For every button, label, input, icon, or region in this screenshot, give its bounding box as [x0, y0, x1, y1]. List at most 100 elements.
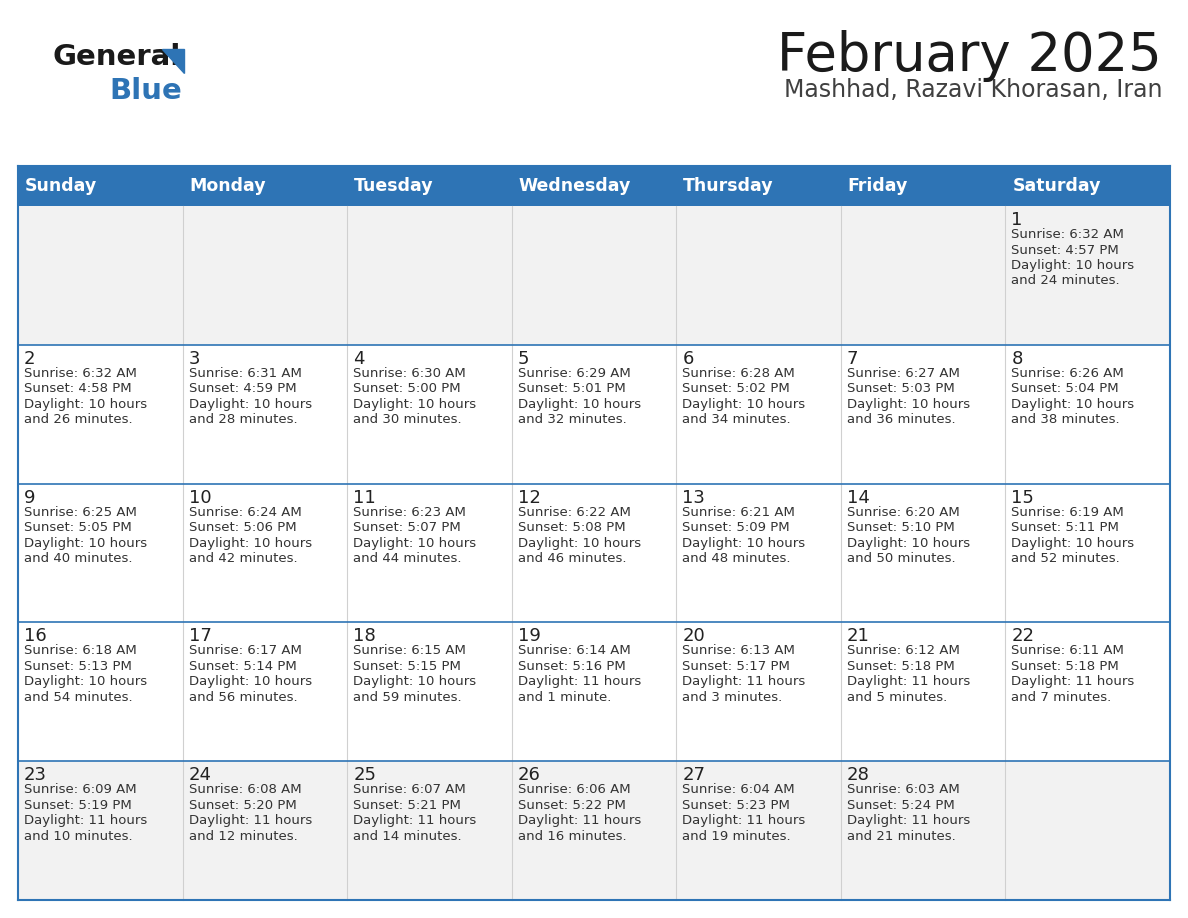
- Text: Daylight: 10 hours: Daylight: 10 hours: [353, 537, 476, 550]
- Text: Sunrise: 6:08 AM: Sunrise: 6:08 AM: [189, 783, 302, 796]
- Text: 14: 14: [847, 488, 870, 507]
- Text: and 21 minutes.: and 21 minutes.: [847, 830, 955, 843]
- Text: Sunrise: 6:25 AM: Sunrise: 6:25 AM: [24, 506, 137, 519]
- Text: and 36 minutes.: and 36 minutes.: [847, 413, 955, 426]
- Text: 16: 16: [24, 627, 46, 645]
- Text: Daylight: 11 hours: Daylight: 11 hours: [518, 676, 642, 688]
- Text: Wednesday: Wednesday: [519, 177, 631, 195]
- Text: Sunrise: 6:11 AM: Sunrise: 6:11 AM: [1011, 644, 1124, 657]
- Text: Sunset: 5:11 PM: Sunset: 5:11 PM: [1011, 521, 1119, 534]
- Text: and 3 minutes.: and 3 minutes.: [682, 691, 783, 704]
- Text: 2: 2: [24, 350, 36, 368]
- Text: Friday: Friday: [848, 177, 909, 195]
- Text: 1: 1: [1011, 211, 1023, 229]
- Text: and 34 minutes.: and 34 minutes.: [682, 413, 791, 426]
- Text: and 12 minutes.: and 12 minutes.: [189, 830, 297, 843]
- Text: and 59 minutes.: and 59 minutes.: [353, 691, 462, 704]
- Text: 26: 26: [518, 767, 541, 784]
- Text: Sunrise: 6:27 AM: Sunrise: 6:27 AM: [847, 367, 960, 380]
- Text: Sunset: 5:22 PM: Sunset: 5:22 PM: [518, 799, 626, 812]
- Text: and 52 minutes.: and 52 minutes.: [1011, 552, 1120, 565]
- Text: Sunrise: 6:13 AM: Sunrise: 6:13 AM: [682, 644, 795, 657]
- Bar: [18, 761, 1170, 900]
- Text: Sunset: 5:01 PM: Sunset: 5:01 PM: [518, 382, 625, 396]
- Text: Sunrise: 6:26 AM: Sunrise: 6:26 AM: [1011, 367, 1124, 380]
- Text: Tuesday: Tuesday: [354, 177, 434, 195]
- Text: 5: 5: [518, 350, 529, 368]
- Text: February 2025: February 2025: [777, 30, 1162, 82]
- Text: Sunset: 5:17 PM: Sunset: 5:17 PM: [682, 660, 790, 673]
- Text: Mashhad, Razavi Khorasan, Iran: Mashhad, Razavi Khorasan, Iran: [784, 78, 1162, 102]
- Text: Daylight: 11 hours: Daylight: 11 hours: [353, 814, 476, 827]
- Text: Sunrise: 6:21 AM: Sunrise: 6:21 AM: [682, 506, 795, 519]
- Text: Sunrise: 6:06 AM: Sunrise: 6:06 AM: [518, 783, 631, 796]
- Text: Daylight: 11 hours: Daylight: 11 hours: [24, 814, 147, 827]
- Text: Daylight: 10 hours: Daylight: 10 hours: [1011, 537, 1135, 550]
- Text: and 14 minutes.: and 14 minutes.: [353, 830, 462, 843]
- Text: Sunrise: 6:23 AM: Sunrise: 6:23 AM: [353, 506, 466, 519]
- Text: Sunset: 5:15 PM: Sunset: 5:15 PM: [353, 660, 461, 673]
- Text: Daylight: 10 hours: Daylight: 10 hours: [682, 537, 805, 550]
- Text: and 1 minute.: and 1 minute.: [518, 691, 611, 704]
- Text: Sunrise: 6:15 AM: Sunrise: 6:15 AM: [353, 644, 466, 657]
- Text: and 30 minutes.: and 30 minutes.: [353, 413, 462, 426]
- Text: Sunset: 5:21 PM: Sunset: 5:21 PM: [353, 799, 461, 812]
- Text: 27: 27: [682, 767, 706, 784]
- Text: Sunset: 5:08 PM: Sunset: 5:08 PM: [518, 521, 625, 534]
- Text: Sunset: 5:05 PM: Sunset: 5:05 PM: [24, 521, 132, 534]
- Text: Sunset: 5:19 PM: Sunset: 5:19 PM: [24, 799, 132, 812]
- Text: and 28 minutes.: and 28 minutes.: [189, 413, 297, 426]
- Text: and 32 minutes.: and 32 minutes.: [518, 413, 626, 426]
- Text: and 46 minutes.: and 46 minutes.: [518, 552, 626, 565]
- Text: Sunset: 4:57 PM: Sunset: 4:57 PM: [1011, 243, 1119, 256]
- Bar: [18, 484, 1170, 622]
- Text: Daylight: 10 hours: Daylight: 10 hours: [1011, 397, 1135, 410]
- Text: Daylight: 10 hours: Daylight: 10 hours: [189, 397, 311, 410]
- Text: 18: 18: [353, 627, 375, 645]
- Text: 13: 13: [682, 488, 706, 507]
- Text: 11: 11: [353, 488, 375, 507]
- Text: 15: 15: [1011, 488, 1035, 507]
- Text: 28: 28: [847, 767, 870, 784]
- Text: Sunrise: 6:22 AM: Sunrise: 6:22 AM: [518, 506, 631, 519]
- Text: General: General: [52, 43, 181, 71]
- Text: and 56 minutes.: and 56 minutes.: [189, 691, 297, 704]
- Text: Blue: Blue: [109, 77, 182, 105]
- Text: Daylight: 11 hours: Daylight: 11 hours: [682, 676, 805, 688]
- Text: and 38 minutes.: and 38 minutes.: [1011, 413, 1120, 426]
- Text: Daylight: 10 hours: Daylight: 10 hours: [682, 397, 805, 410]
- Text: and 50 minutes.: and 50 minutes.: [847, 552, 955, 565]
- Text: and 54 minutes.: and 54 minutes.: [24, 691, 133, 704]
- Bar: [18, 622, 1170, 761]
- Text: Sunrise: 6:07 AM: Sunrise: 6:07 AM: [353, 783, 466, 796]
- Text: Sunrise: 6:24 AM: Sunrise: 6:24 AM: [189, 506, 302, 519]
- Text: 23: 23: [24, 767, 48, 784]
- Text: and 44 minutes.: and 44 minutes.: [353, 552, 462, 565]
- Text: Daylight: 10 hours: Daylight: 10 hours: [847, 537, 969, 550]
- Text: Sunset: 5:06 PM: Sunset: 5:06 PM: [189, 521, 296, 534]
- Text: Monday: Monday: [190, 177, 266, 195]
- Text: Sunset: 5:24 PM: Sunset: 5:24 PM: [847, 799, 955, 812]
- Text: Daylight: 10 hours: Daylight: 10 hours: [1011, 259, 1135, 272]
- Text: and 26 minutes.: and 26 minutes.: [24, 413, 133, 426]
- Text: Daylight: 10 hours: Daylight: 10 hours: [518, 537, 640, 550]
- Text: Sunset: 4:58 PM: Sunset: 4:58 PM: [24, 382, 132, 396]
- Text: Daylight: 10 hours: Daylight: 10 hours: [24, 397, 147, 410]
- Text: Sunrise: 6:14 AM: Sunrise: 6:14 AM: [518, 644, 631, 657]
- Text: Daylight: 10 hours: Daylight: 10 hours: [353, 676, 476, 688]
- Text: Sunrise: 6:04 AM: Sunrise: 6:04 AM: [682, 783, 795, 796]
- Text: Sunrise: 6:12 AM: Sunrise: 6:12 AM: [847, 644, 960, 657]
- Text: Daylight: 10 hours: Daylight: 10 hours: [24, 537, 147, 550]
- Text: Sunrise: 6:32 AM: Sunrise: 6:32 AM: [1011, 228, 1124, 241]
- Text: Daylight: 11 hours: Daylight: 11 hours: [518, 814, 642, 827]
- Text: 3: 3: [189, 350, 200, 368]
- Text: Sunset: 4:59 PM: Sunset: 4:59 PM: [189, 382, 296, 396]
- Text: Sunset: 5:20 PM: Sunset: 5:20 PM: [189, 799, 296, 812]
- Text: and 48 minutes.: and 48 minutes.: [682, 552, 791, 565]
- Text: Sunset: 5:18 PM: Sunset: 5:18 PM: [1011, 660, 1119, 673]
- Bar: [18, 206, 1170, 345]
- Text: 24: 24: [189, 767, 211, 784]
- Text: Daylight: 11 hours: Daylight: 11 hours: [847, 814, 971, 827]
- Text: Thursday: Thursday: [683, 177, 773, 195]
- Text: and 7 minutes.: and 7 minutes.: [1011, 691, 1112, 704]
